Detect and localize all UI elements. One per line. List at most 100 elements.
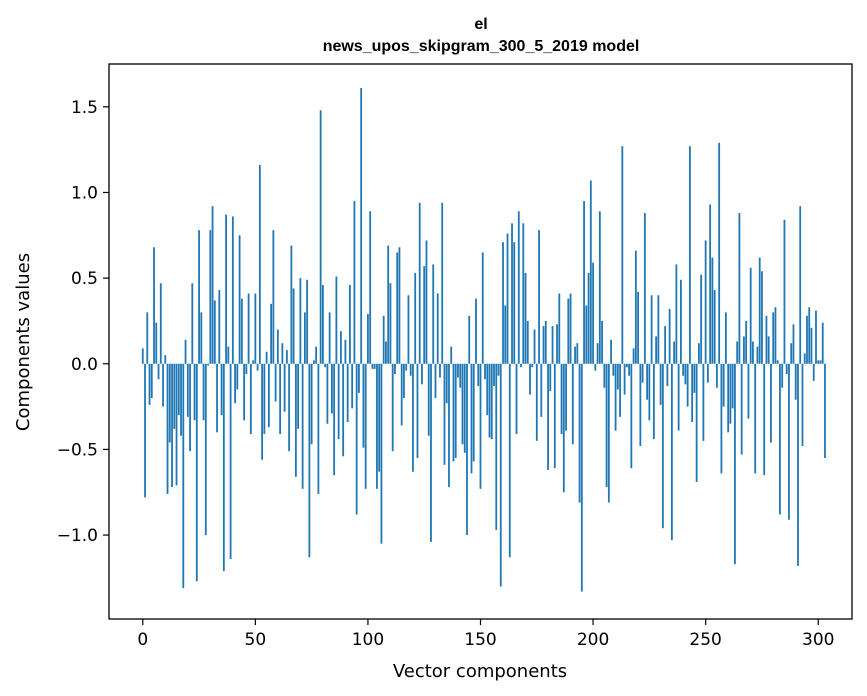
bar: [189, 363, 191, 452]
bar: [297, 363, 300, 429]
bar: [331, 363, 333, 414]
x-tick-label: 300: [802, 630, 834, 650]
bar: [326, 363, 329, 424]
bar: [184, 339, 187, 364]
bar: [472, 363, 475, 462]
bar: [434, 363, 437, 399]
bar: [454, 363, 457, 458]
bar: [191, 283, 194, 364]
bar: [725, 312, 727, 364]
bar: [378, 363, 381, 472]
bar: [520, 363, 522, 368]
bar: [166, 363, 169, 494]
bar: [596, 343, 599, 364]
bar: [279, 363, 282, 434]
bar: [222, 363, 225, 572]
bar: [544, 320, 547, 364]
bar: [416, 363, 419, 458]
bar: [312, 360, 315, 364]
bar: [513, 242, 516, 364]
bar: [459, 363, 462, 388]
bar: [418, 202, 421, 364]
x-tick-label: 100: [352, 630, 384, 650]
bar: [790, 343, 793, 364]
x-tick-label: 50: [245, 630, 267, 650]
bar: [479, 363, 482, 489]
bar: [358, 363, 360, 393]
bar: [283, 363, 286, 412]
bar: [294, 363, 297, 477]
bar: [567, 298, 570, 364]
bar: [547, 363, 549, 470]
bar: [373, 363, 376, 369]
bar: [549, 363, 552, 392]
bar: [571, 363, 574, 445]
bar: [376, 363, 378, 489]
bar: [499, 363, 502, 587]
bar: [484, 363, 486, 380]
bar: [457, 363, 459, 378]
bar: [558, 293, 561, 364]
bar: [441, 202, 444, 364]
bar: [270, 303, 273, 364]
bar: [607, 363, 610, 503]
bar: [405, 363, 408, 371]
bar: [648, 363, 651, 421]
bar: [517, 211, 520, 364]
bar: [634, 250, 637, 364]
x-tick-label: 150: [464, 630, 496, 650]
bar: [504, 305, 507, 364]
bar: [369, 211, 372, 364]
bar: [738, 213, 741, 364]
bar: [677, 363, 680, 431]
bar: [177, 363, 180, 416]
bar: [213, 300, 216, 364]
bar: [619, 363, 621, 417]
bar: [153, 247, 155, 364]
bar: [477, 363, 480, 387]
bar: [711, 257, 714, 364]
bar: [797, 363, 799, 566]
bar: [204, 363, 207, 536]
bar: [398, 247, 401, 364]
x-tick-label: 200: [577, 630, 609, 650]
bar: [382, 315, 385, 364]
bar: [209, 230, 212, 364]
bar: [252, 360, 254, 364]
bar: [650, 295, 653, 364]
bar: [727, 363, 730, 433]
bar: [691, 363, 694, 423]
bar: [317, 363, 320, 494]
bar: [670, 363, 673, 541]
bar: [740, 363, 743, 455]
bar: [180, 363, 182, 436]
bar: [249, 363, 252, 434]
bar: [344, 339, 347, 364]
bar: [616, 363, 619, 390]
bar: [643, 213, 646, 364]
bar: [267, 363, 270, 428]
bar: [340, 331, 342, 364]
bar: [333, 363, 336, 476]
bar: [585, 305, 588, 364]
bar: [461, 363, 464, 445]
bar: [815, 310, 817, 364]
bar: [364, 363, 367, 489]
bar: [565, 363, 567, 431]
bar: [686, 363, 689, 407]
bar: [592, 262, 594, 364]
bar: [794, 363, 797, 400]
bar: [436, 293, 439, 364]
bar: [553, 363, 556, 469]
bar: [673, 341, 676, 364]
bar: [308, 363, 311, 558]
bar: [218, 290, 221, 364]
bar: [387, 245, 390, 364]
bar: [702, 363, 705, 441]
bar: [349, 284, 351, 364]
bar: [288, 363, 291, 452]
bar: [598, 211, 601, 364]
bar: [700, 274, 703, 364]
bar: [718, 142, 721, 364]
bar: [603, 363, 606, 388]
